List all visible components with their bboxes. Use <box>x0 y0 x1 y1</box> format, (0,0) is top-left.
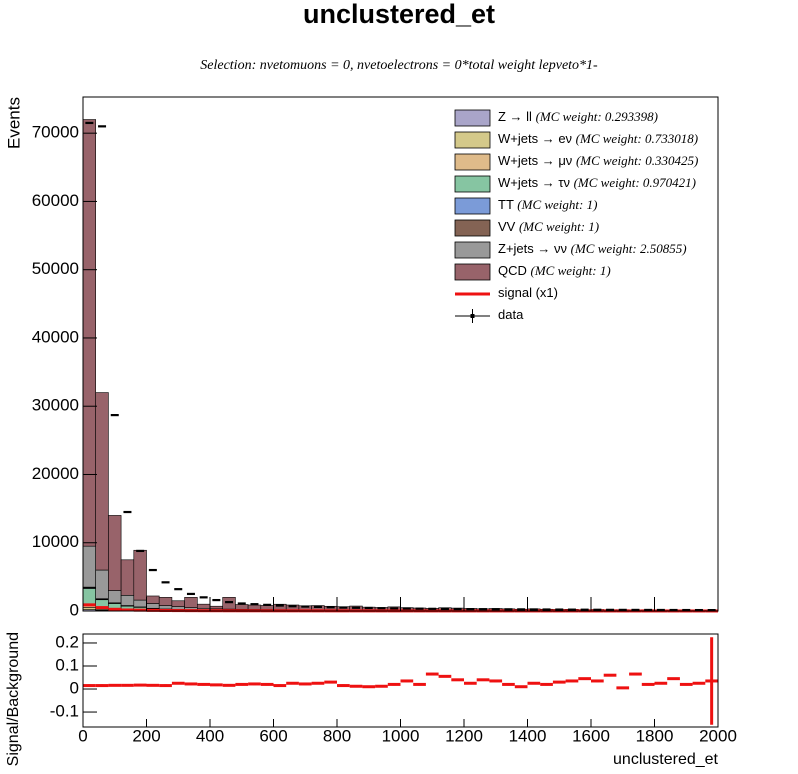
legend-swatch <box>454 197 491 215</box>
bar-segment <box>120 595 135 606</box>
legend-entry: Z → ll (MC weight: 0.293398) <box>498 109 658 124</box>
legend: Z → ll (MC weight: 0.293398) W+jets → eν … <box>454 109 698 323</box>
legend-swatch <box>454 241 491 259</box>
bar-segment <box>82 119 96 547</box>
bar-segment <box>184 597 198 608</box>
bar-segment <box>82 607 96 610</box>
bar-segment <box>197 603 211 609</box>
legend-label: signal (x1) <box>498 285 558 300</box>
bar-segment <box>82 545 96 588</box>
chart-subtitle: Selection: nvetomuons = 0, nvetoelectron… <box>200 58 598 73</box>
legend-label: TT <box>498 197 514 212</box>
y-tick-label: 0.2 <box>55 632 79 651</box>
main-frame <box>82 96 719 612</box>
legend-weight: (MC weight: 0.970421) <box>574 175 696 190</box>
bar-segment <box>171 600 185 607</box>
legend-weight: (MC weight: 1) <box>517 197 597 212</box>
x-tick-label: 0 <box>78 726 87 745</box>
bar-segment <box>95 569 109 600</box>
y-tick-label: 40000 <box>32 327 79 346</box>
bar-segment <box>133 549 147 601</box>
legend-weight: (MC weight: 2.50855) <box>571 241 687 256</box>
legend-weight: (MC weight: 0.293398) <box>536 109 658 124</box>
legend-entry: Z+jets → νν (MC weight: 2.50855) <box>498 241 687 256</box>
chart-title: unclustered_et <box>303 0 495 29</box>
legend-label: QCD <box>498 263 527 278</box>
bar-segment <box>146 603 160 609</box>
legend-entry: W+jets → eν (MC weight: 0.733018) <box>498 131 698 146</box>
legend-entry: TT (MC weight: 1) <box>498 197 597 212</box>
y-tick-label: 70000 <box>32 123 79 142</box>
legend-swatch <box>454 109 491 127</box>
legend-swatch <box>454 131 491 149</box>
x-tick-label: 1600 <box>572 726 610 745</box>
legend-entry: W+jets → τν (MC weight: 0.970421) <box>498 175 696 190</box>
y-tick-label: 60000 <box>32 191 79 210</box>
legend-weight: (MC weight: 1) <box>519 219 599 234</box>
x-axis-title: unclustered_et <box>613 751 719 768</box>
x-tick-label: 600 <box>259 726 287 745</box>
y-axis-title: Signal/Background <box>5 632 22 766</box>
x-tick-label: 1400 <box>509 726 547 745</box>
legend-swatch <box>470 314 475 318</box>
y-tick-label: 50000 <box>32 259 79 278</box>
x-tick-label: 2000 <box>699 726 737 745</box>
legend-entry: data <box>498 307 524 322</box>
bar-segment <box>146 595 160 604</box>
bar-segment <box>95 392 109 571</box>
x-tick-label: 800 <box>323 726 351 745</box>
bar-segment <box>108 590 122 604</box>
bar-segment <box>260 605 274 610</box>
y-axis-title: Events <box>4 97 23 149</box>
legend-label: Z+jets → νν <box>498 241 567 256</box>
x-tick-label: 400 <box>196 726 224 745</box>
legend-swatch <box>454 263 491 281</box>
legend-entry: W+jets → μν (MC weight: 0.330425) <box>498 153 698 168</box>
legend-label: VV <box>498 219 516 234</box>
legend-swatch <box>454 153 491 171</box>
x-tick-label: 1800 <box>636 726 674 745</box>
legend-label: W+jets → eν <box>498 131 572 146</box>
y-tick-label: -0.1 <box>50 702 79 721</box>
bar-segment <box>133 599 147 608</box>
bar-segment <box>171 606 185 610</box>
bar-segment <box>247 604 262 610</box>
bar-segment <box>158 605 173 610</box>
y-tick-label: 10000 <box>32 532 79 551</box>
bar-segment <box>108 603 122 609</box>
y-tick-label: 0 <box>70 600 79 619</box>
x-tick-label: 1000 <box>382 726 420 745</box>
bar-segment <box>235 604 249 610</box>
legend-entry: signal (x1) <box>498 285 558 300</box>
y-tick-label: 20000 <box>32 464 79 483</box>
bar-segment <box>82 588 96 605</box>
legend-label: Z → ll <box>498 109 532 124</box>
legend-weight: (MC weight: 0.330425) <box>576 153 698 168</box>
bar-segment <box>209 605 223 610</box>
y-tick-label: 0.1 <box>55 655 79 674</box>
legend-label: W+jets → μν <box>498 153 572 168</box>
legend-weight: (MC weight: 1) <box>531 263 611 278</box>
x-tick-label: 200 <box>132 726 160 745</box>
legend-entry: VV (MC weight: 1) <box>498 219 599 234</box>
bar-segment <box>158 597 173 606</box>
legend-label: W+jets → τν <box>498 175 570 190</box>
legend-entry: QCD (MC weight: 1) <box>498 263 611 278</box>
y-tick-label: 30000 <box>32 396 79 415</box>
ratio-pad: -0.1 0 0.1 0.2 0 200 400 600 800 1000 1200 1400 1600… <box>50 632 737 745</box>
bar-segment <box>108 515 122 591</box>
ratio-frame <box>82 633 719 728</box>
legend-swatch <box>454 219 491 237</box>
y-tick-label: 0 <box>70 679 79 698</box>
legend-label: data <box>498 307 524 322</box>
x-tick-label: 1200 <box>445 726 483 745</box>
bar-segment <box>120 559 135 596</box>
legend-weight: (MC weight: 0.733018) <box>576 131 698 146</box>
legend-swatch <box>454 175 491 193</box>
